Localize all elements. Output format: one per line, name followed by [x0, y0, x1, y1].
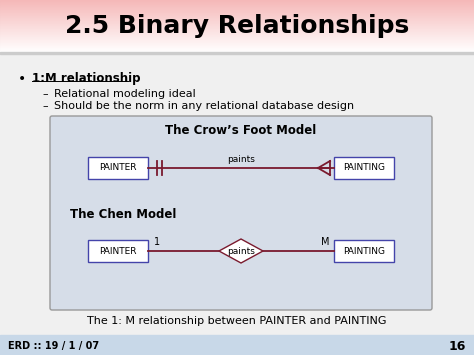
- Text: •: •: [18, 72, 26, 86]
- Bar: [0, 20, 474, 21]
- Text: 1:M relationship: 1:M relationship: [32, 72, 140, 85]
- Bar: [0, 36, 474, 37]
- Text: 16: 16: [448, 339, 466, 353]
- Bar: [0, 25, 474, 26]
- Text: paints: paints: [227, 246, 255, 256]
- Text: PAINTER: PAINTER: [99, 164, 137, 173]
- Bar: [0, 28, 474, 29]
- Text: Should be the norm in any relational database design: Should be the norm in any relational dat…: [54, 101, 354, 111]
- Text: paints: paints: [227, 154, 255, 164]
- Bar: [0, 0, 474, 1]
- Bar: [0, 24, 474, 25]
- Bar: [0, 19, 474, 20]
- Bar: [0, 30, 474, 31]
- Bar: [0, 21, 474, 22]
- Text: The Chen Model: The Chen Model: [70, 208, 176, 220]
- Bar: [0, 4, 474, 5]
- Bar: [0, 44, 474, 45]
- Bar: [0, 5, 474, 6]
- Text: M: M: [321, 237, 329, 247]
- Bar: [0, 46, 474, 47]
- Bar: [0, 35, 474, 36]
- Bar: [0, 50, 474, 51]
- Bar: [0, 15, 474, 16]
- Bar: [0, 23, 474, 24]
- Bar: [0, 22, 474, 23]
- Bar: [88, 157, 148, 179]
- Bar: [0, 29, 474, 30]
- Bar: [0, 47, 474, 48]
- Bar: [0, 51, 474, 52]
- Text: 1: 1: [154, 237, 160, 247]
- Bar: [334, 240, 394, 262]
- Bar: [0, 32, 474, 33]
- Bar: [0, 2, 474, 3]
- Bar: [0, 34, 474, 35]
- Bar: [88, 240, 148, 262]
- Text: ERD :: 19 / 1 / 07: ERD :: 19 / 1 / 07: [8, 341, 99, 351]
- Text: –: –: [42, 89, 47, 99]
- Bar: [0, 17, 474, 18]
- Text: –: –: [42, 101, 47, 111]
- Text: 2.5 Binary Relationships: 2.5 Binary Relationships: [65, 14, 409, 38]
- Bar: [0, 40, 474, 41]
- Text: PAINTER: PAINTER: [99, 246, 137, 256]
- Bar: [0, 10, 474, 11]
- Bar: [0, 18, 474, 19]
- Bar: [0, 11, 474, 12]
- Bar: [0, 38, 474, 39]
- Bar: [0, 7, 474, 8]
- Bar: [0, 27, 474, 28]
- Bar: [0, 37, 474, 38]
- Text: PAINTING: PAINTING: [343, 164, 385, 173]
- Text: The 1: M relationship between PAINTER and PAINTING: The 1: M relationship between PAINTER an…: [87, 316, 387, 326]
- Bar: [0, 13, 474, 14]
- Bar: [0, 335, 474, 355]
- Bar: [0, 26, 474, 27]
- Text: PAINTING: PAINTING: [343, 246, 385, 256]
- Bar: [0, 16, 474, 17]
- Bar: [0, 12, 474, 13]
- Polygon shape: [219, 239, 263, 263]
- Bar: [0, 48, 474, 49]
- Text: Relational modeling ideal: Relational modeling ideal: [54, 89, 196, 99]
- FancyBboxPatch shape: [50, 116, 432, 310]
- Bar: [0, 49, 474, 50]
- Bar: [0, 6, 474, 7]
- Bar: [0, 39, 474, 40]
- Bar: [0, 42, 474, 43]
- Bar: [0, 41, 474, 42]
- Bar: [0, 52, 474, 54]
- Bar: [0, 43, 474, 44]
- Bar: [0, 33, 474, 34]
- Bar: [334, 157, 394, 179]
- Bar: [0, 3, 474, 4]
- Bar: [0, 14, 474, 15]
- Bar: [0, 31, 474, 32]
- Bar: [0, 45, 474, 46]
- Bar: [0, 1, 474, 2]
- Bar: [0, 8, 474, 9]
- Text: The Crow’s Foot Model: The Crow’s Foot Model: [165, 125, 317, 137]
- Bar: [0, 9, 474, 10]
- Bar: [0, 54, 474, 355]
